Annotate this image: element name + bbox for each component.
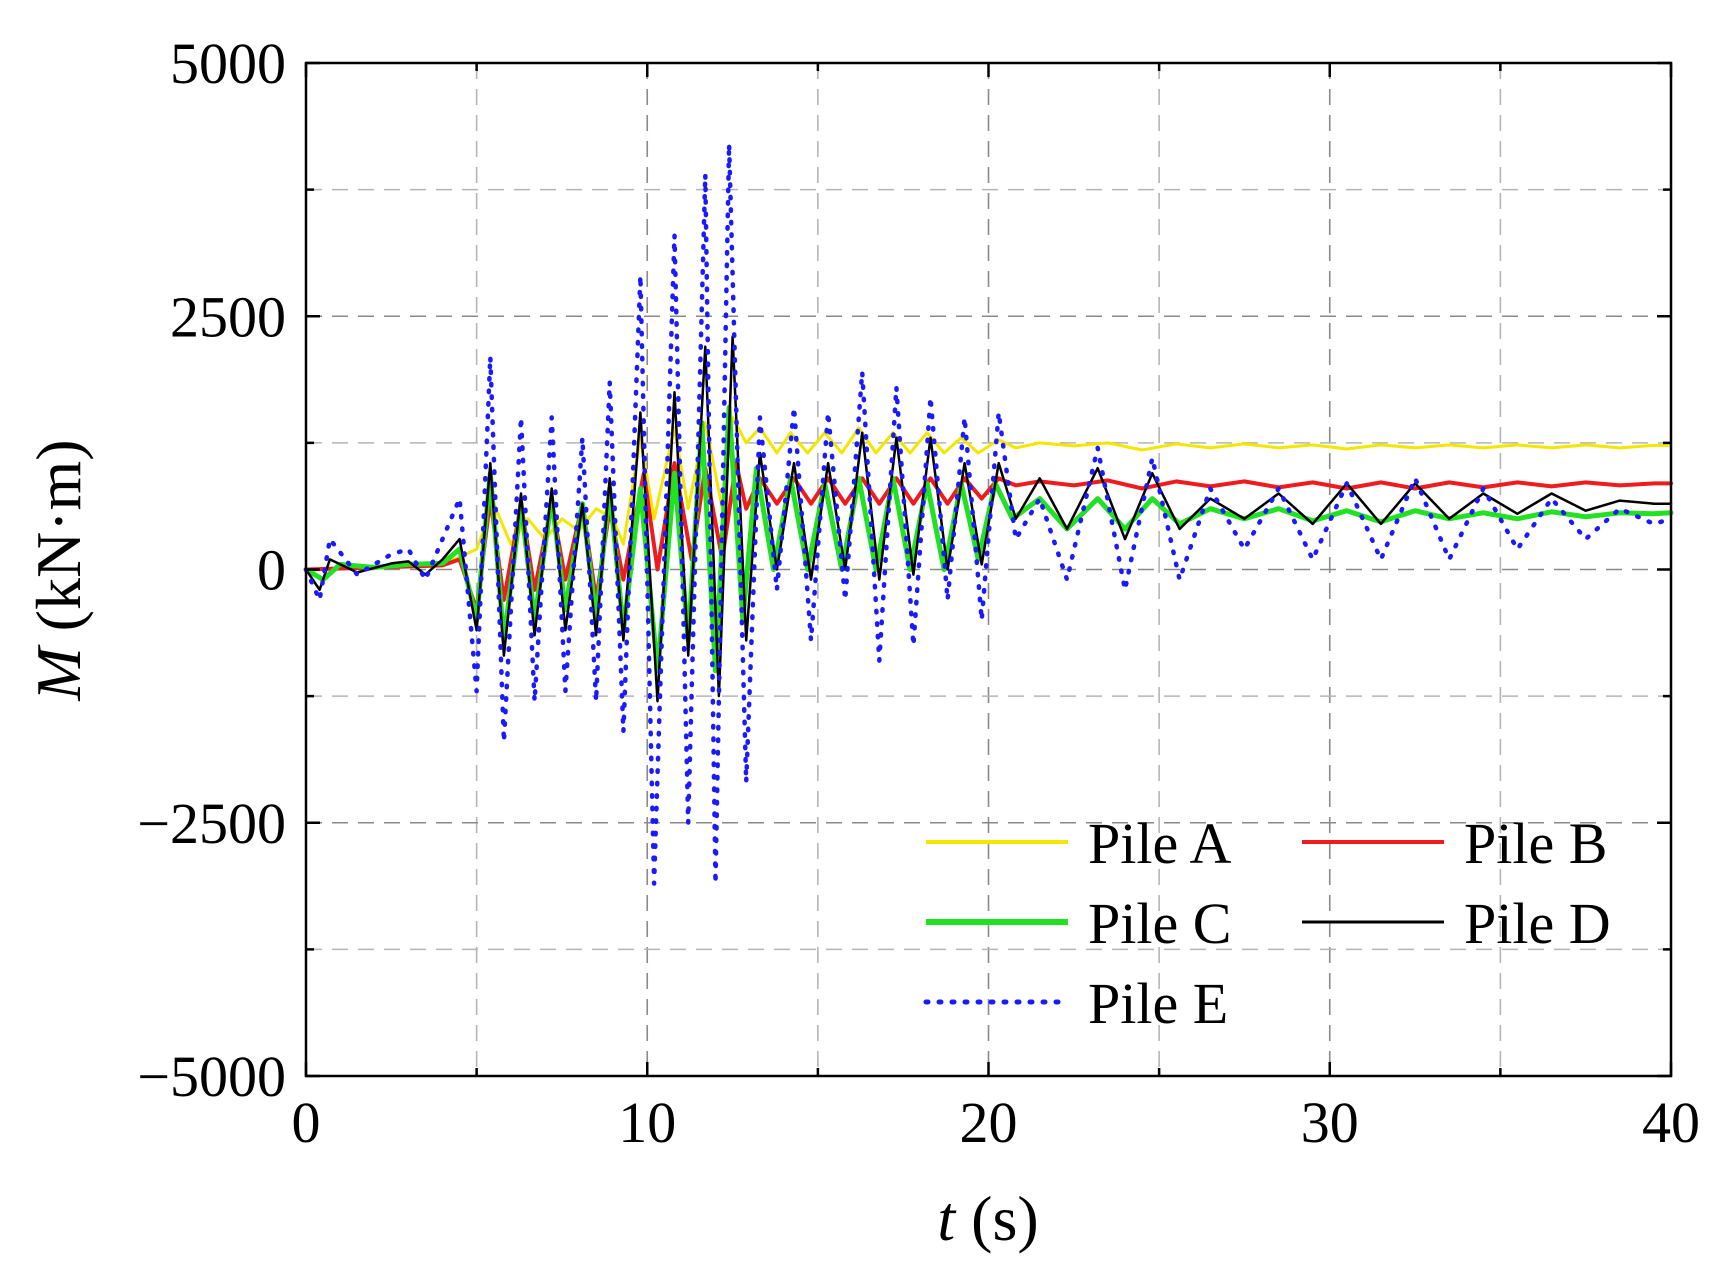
series-line-pile-d bbox=[304, 335, 1673, 703]
x-tick-label-30: 30 bbox=[1301, 1090, 1359, 1155]
y-axis-symbol: M bbox=[23, 644, 94, 702]
y-tick-label-2500: 2500 bbox=[170, 284, 286, 349]
x-axis-title: t (s) bbox=[937, 1183, 1038, 1254]
x-tick-label-0: 0 bbox=[292, 1090, 321, 1155]
x-tick-label-20: 20 bbox=[960, 1090, 1018, 1155]
y-tick-label-0: 0 bbox=[257, 538, 286, 603]
legend-label-pile-d: Pile D bbox=[1464, 891, 1611, 956]
y-tick-label-5000: 5000 bbox=[170, 31, 286, 96]
series-line-pile-a bbox=[304, 416, 1673, 571]
legend-label-pile-e: Pile E bbox=[1088, 971, 1228, 1036]
tick-labels: 0 10 20 30 40 −5000 −2500 0 2500 5000 bbox=[137, 31, 1700, 1155]
y-axis-unit: (kN·m) bbox=[23, 439, 94, 647]
legend-label-pile-c: Pile C bbox=[1088, 891, 1231, 956]
x-axis-unit: (s) bbox=[955, 1183, 1039, 1254]
x-tick-label-40: 40 bbox=[1642, 1090, 1700, 1155]
ticks bbox=[304, 61, 1673, 1078]
y-tick-label--2500: −2500 bbox=[137, 791, 286, 856]
legend: Pile A Pile B Pile C Pile D Pile E bbox=[923, 811, 1611, 1036]
series-layer bbox=[303, 141, 1674, 886]
x-tick-label-10: 10 bbox=[618, 1090, 676, 1155]
x-axis-symbol: t bbox=[937, 1183, 957, 1254]
y-tick-label--5000: −5000 bbox=[137, 1044, 286, 1109]
y-axis-title: M (kN·m) bbox=[23, 439, 94, 701]
series-line-pile-b bbox=[304, 461, 1673, 612]
legend-label-pile-a: Pile A bbox=[1088, 811, 1232, 876]
legend-label-pile-b: Pile B bbox=[1464, 811, 1607, 876]
grid bbox=[306, 63, 1671, 1076]
